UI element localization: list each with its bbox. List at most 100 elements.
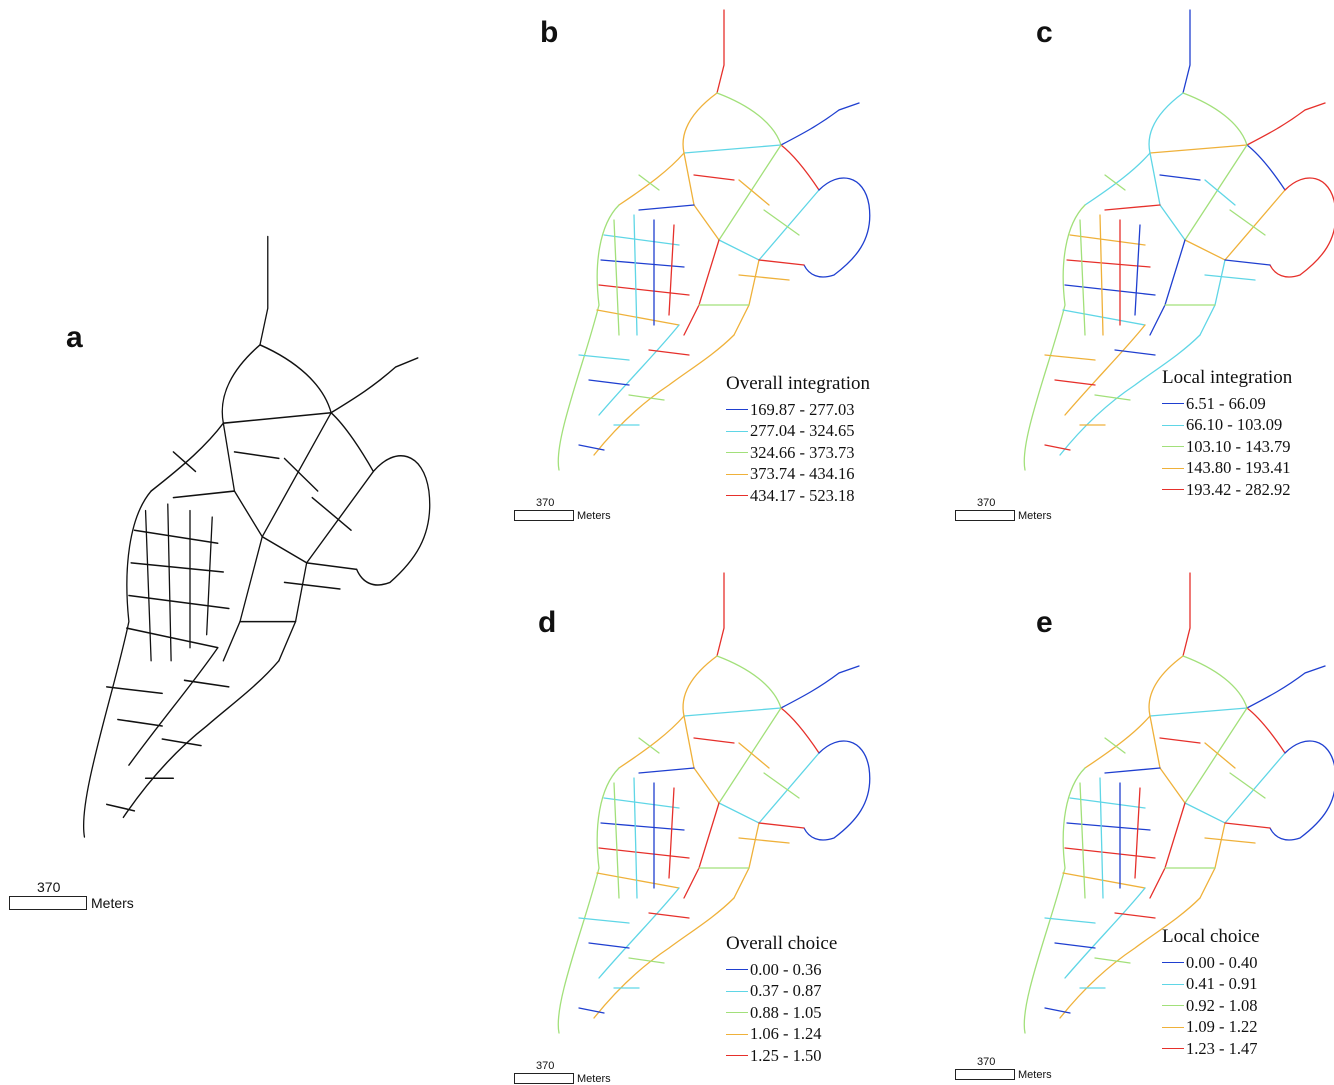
legend-label: 0.00 - 0.36 [750,959,822,979]
legend-item: 193.42 - 282.92 [1162,479,1292,501]
street-segment [222,422,263,538]
legend-label: 0.41 - 0.91 [1186,974,1258,994]
street-segment [126,627,219,649]
legend-swatch [1162,467,1184,469]
legend-item: 0.00 - 0.40 [1162,952,1260,974]
street-segment [598,324,680,416]
scale-bar-box [9,896,87,910]
legend-item: 6.51 - 66.09 [1162,393,1292,415]
street-segment [222,535,263,662]
street-segment [1066,259,1151,268]
street-segment [1204,274,1256,281]
street-segment [233,451,280,460]
street-segment [1023,767,1086,1034]
street-segment [117,718,163,727]
legend-swatch [1162,424,1184,426]
street-segment [1269,740,1334,841]
legend-item: 324.66 - 373.73 [726,442,870,464]
legend-item: 434.17 - 523.18 [726,485,870,507]
street-segment [128,594,230,610]
legend-item: 1.09 - 1.22 [1162,1017,1260,1039]
street-segment [1104,767,1161,774]
street-segment [1064,887,1146,979]
street-segment [221,344,261,424]
street-segment [283,581,341,590]
street-segment [1229,772,1266,799]
street-segment [600,822,685,831]
scale-value: 370 [536,1060,555,1072]
street-segment [1149,802,1186,899]
street-segment [356,455,431,586]
street-segment [738,179,770,206]
street-segment [1149,715,1186,804]
street-segment [593,897,735,1019]
legend-swatch [1162,446,1184,448]
street-segment [738,742,770,769]
street-segment [588,942,630,949]
street-segment [1059,334,1201,456]
street-network [1023,9,1334,471]
legend-label: 277.04 - 324.65 [750,421,855,441]
street-segment [600,259,685,268]
legend-overall-choice: Overall choice 0.00 - 0.36 0.37 - 0.87 0.8… [726,933,837,1067]
scale-unit: Meters [91,895,134,911]
street-segment [648,912,690,919]
street-segment [683,239,720,336]
overall-choice-map-d [557,572,871,1034]
legend-swatch [726,452,748,454]
legend-swatch [1162,1048,1184,1050]
legend-local-integration: Local integration 6.51 - 66.09 66.10 - 10… [1162,367,1292,501]
legend-label: 434.17 - 523.18 [750,485,855,505]
legend-item: 143.80 - 193.41 [1162,458,1292,480]
street-segment [222,411,332,424]
legend-swatch [726,969,748,971]
legend-item: 1.25 - 1.50 [726,1045,837,1067]
street-segment [183,679,230,688]
street-segment [1084,715,1151,769]
street-segment [261,411,332,538]
street-segment [311,496,352,531]
street-segment [1246,102,1326,146]
street-segment [1184,707,1248,804]
street-segment [206,516,213,636]
street-segment [578,1007,605,1014]
street-segment [1246,144,1286,191]
legend-title: Overall integration [726,373,871,394]
street-network [557,9,871,471]
street-segment [283,457,319,492]
street-segment [693,174,735,181]
panel-label-b: b [540,16,559,49]
street-segment [1182,92,1248,146]
street-segment [780,144,820,191]
legend-swatch [726,1033,748,1035]
panel-label-e: e [1036,606,1053,639]
legend-label: 373.74 - 434.16 [750,464,855,484]
street-segment [1064,847,1156,859]
street-network-map-a [82,235,431,838]
street-segment [738,837,790,844]
legend-swatch [726,1012,748,1014]
street-segment [1134,224,1141,316]
legend-label: 103.10 - 143.79 [1186,436,1291,456]
legend-title: Overall choice [726,933,838,954]
street-segment [593,334,735,456]
street-segment [638,174,660,191]
street-segment [716,572,725,657]
legend-label: 6.51 - 66.09 [1186,393,1266,413]
legend-item: 0.00 - 0.36 [726,959,837,981]
street-segment [306,562,358,571]
street-segment [763,209,800,236]
street-segment [1099,214,1104,336]
street-segment [1054,379,1096,386]
street-segment [82,490,152,838]
street-segment [1044,444,1071,451]
street-segment [330,411,374,473]
legend-swatch [1162,983,1184,985]
street-segment [668,224,675,316]
street-segment [1184,189,1286,261]
street-segment [598,887,680,979]
scale-bar-box [955,510,1015,521]
scale-value: 370 [977,1056,996,1068]
street-segment [682,655,718,717]
street-segment [758,822,805,829]
